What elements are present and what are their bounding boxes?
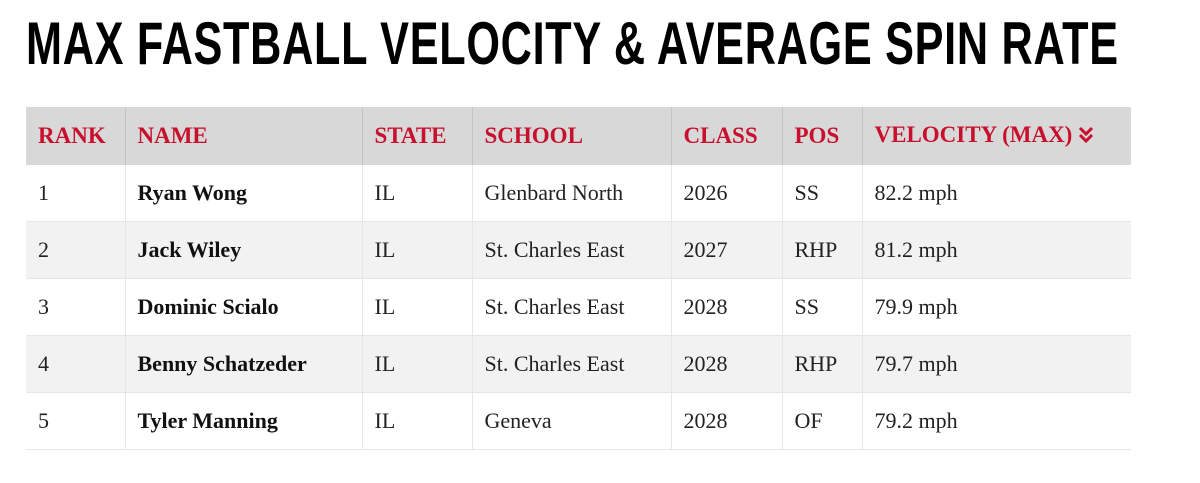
table-cell: Tyler Manning: [124, 392, 362, 450]
sort-chevrons: [1079, 126, 1094, 143]
header-text: SCHOOL: [484, 123, 583, 148]
table-cell: RHP: [781, 335, 862, 393]
table-cell: SS: [781, 165, 862, 222]
column-header[interactable]: CLASS: [670, 107, 782, 165]
column-header[interactable]: SCHOOL: [471, 107, 671, 165]
header-text: VELOCITY (MAX): [874, 122, 1073, 148]
column-header[interactable]: STATE: [361, 107, 472, 165]
table-cell: St. Charles East: [471, 335, 671, 393]
table-cell: Geneva: [471, 392, 671, 450]
table-cell: 79.9 mph: [861, 278, 1131, 336]
table-cell: IL: [361, 278, 472, 336]
table-row: 2 Jack Wiley IL St. Charles East 2027 RHP 81.2…: [26, 221, 1131, 279]
table-cell: 2027: [670, 221, 782, 279]
table-cell: 82.2 mph: [861, 165, 1131, 222]
table-cell: 3: [26, 278, 125, 336]
table-cell: SS: [781, 278, 862, 336]
table-cell: 1: [26, 165, 125, 222]
table-cell: 4: [26, 335, 125, 393]
header-text: NAME: [137, 123, 208, 148]
table-cell: 2: [26, 221, 125, 279]
table-cell: 2028: [670, 392, 782, 450]
column-header[interactable]: RANK: [26, 107, 125, 165]
header-text: POS: [794, 123, 840, 148]
table-cell: 2026: [670, 165, 782, 222]
header-text: RANK: [38, 123, 106, 148]
velocity-table: RANK NAME STATE SCHOOL CLASS POS VELOCITY (MAX…: [26, 107, 1131, 450]
table-cell: 79.7 mph: [861, 335, 1131, 393]
table-cell: 2028: [670, 278, 782, 336]
table-row: 1 Ryan Wong IL Glenbard North 2026 SS 82.2 mph: [26, 165, 1131, 222]
sort-icon[interactable]: [1078, 124, 1094, 150]
title: MAX FASTBALL VELOCITY & AVERAGE SPIN RAT…: [26, 10, 1119, 77]
table-cell: Glenbard North: [471, 165, 671, 222]
table-body: 1 Ryan Wong IL Glenbard North 2026 SS 82.2 mph…: [26, 165, 1131, 450]
column-header[interactable]: VELOCITY (MAX): [861, 107, 1131, 165]
table-cell: 5: [26, 392, 125, 450]
header-text: STATE: [374, 123, 447, 148]
table-cell: OF: [781, 392, 862, 450]
table-row: 5 Tyler Manning IL Geneva 2028 OF 79.2 mph: [26, 392, 1131, 450]
table-cell: RHP: [781, 221, 862, 279]
table-cell: 79.2 mph: [861, 392, 1131, 450]
table-cell: St. Charles East: [471, 221, 671, 279]
table-cell: IL: [361, 165, 472, 222]
table-cell: Jack Wiley: [124, 221, 362, 279]
header-text: CLASS: [683, 123, 758, 148]
table-cell: Dominic Scialo: [124, 278, 362, 336]
header-row: RANK NAME STATE SCHOOL CLASS POS VELOCITY (MAX…: [26, 107, 1131, 165]
table-cell: IL: [361, 221, 472, 279]
table-cell: 2028: [670, 335, 782, 393]
table-cell: St. Charles East: [471, 278, 671, 336]
table-row: 3 Dominic Scialo IL St. Charles East 2028 SS 7…: [26, 278, 1131, 336]
column-header[interactable]: NAME: [124, 107, 362, 165]
table-cell: Ryan Wong: [124, 165, 362, 222]
table-cell: Benny Schatzeder: [124, 335, 362, 393]
table-cell: 81.2 mph: [861, 221, 1131, 279]
table-cell: IL: [361, 392, 472, 450]
column-header[interactable]: POS: [781, 107, 862, 165]
table-cell: IL: [361, 335, 472, 393]
table-row: 4 Benny Schatzeder IL St. Charles East 2028 R…: [26, 335, 1131, 393]
